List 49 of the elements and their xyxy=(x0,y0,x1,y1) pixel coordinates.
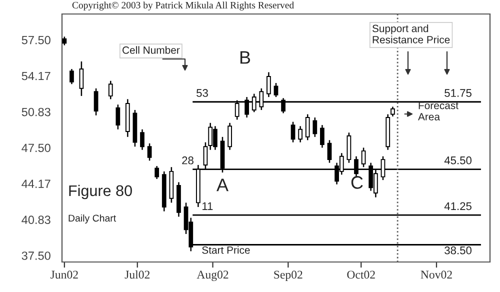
y-tick-label: 54.17 xyxy=(22,72,50,80)
candlestick xyxy=(290,121,296,143)
annotation: 38.50 xyxy=(444,246,472,254)
annotation: Daily Chart xyxy=(68,214,116,224)
x-tick-label: Sep02 xyxy=(274,270,302,282)
y-tick-label: 37.50 xyxy=(22,252,50,260)
annotation: 45.50 xyxy=(444,156,472,164)
candlestick xyxy=(116,104,120,130)
x-tick-label: Jul02 xyxy=(124,270,150,279)
y-tick-label: 50.83 xyxy=(22,108,50,116)
y-tick-label: 44.17 xyxy=(22,180,50,188)
candlestick xyxy=(327,140,332,164)
annotation: Forecast Area xyxy=(418,102,458,120)
candlestick xyxy=(94,88,98,116)
candlestick xyxy=(298,126,303,143)
annotation: A xyxy=(216,178,228,192)
annotation: 28 xyxy=(182,156,194,164)
annotation: Start Price xyxy=(202,246,250,254)
annotation: 53 xyxy=(196,89,208,97)
annotation: Figure 80 xyxy=(69,184,132,200)
candlestick xyxy=(346,132,352,164)
candlestick xyxy=(274,82,278,98)
x-tick-label: Aug02 xyxy=(196,270,228,282)
annotation: 51.75 xyxy=(444,89,472,97)
y-tick-label: 40.83 xyxy=(22,216,50,224)
y-tick-label: 47.50 xyxy=(22,144,50,152)
candlestick xyxy=(79,60,84,97)
candlestick xyxy=(228,122,232,150)
candlestick xyxy=(266,72,271,98)
annotation: B xyxy=(240,51,250,64)
candlestick xyxy=(108,80,113,100)
y-tick-label: 57.50 xyxy=(22,36,50,44)
text: Copyright© 2003 by Patrick Mikula All Rights Reserved xyxy=(72,2,294,10)
candlestick xyxy=(312,116,318,138)
annotation: Support and Resistance Price xyxy=(372,24,450,44)
x-tick-label: Jun02 xyxy=(50,270,78,279)
x-tick-label: Oct02 xyxy=(347,270,375,279)
annotation: 41.25 xyxy=(444,202,472,210)
annotation: 11 xyxy=(202,202,213,210)
candlestick xyxy=(140,128,144,150)
candlestick xyxy=(320,124,324,148)
candlestick xyxy=(147,142,152,162)
candlestick xyxy=(70,68,74,85)
candlestick xyxy=(390,106,395,118)
candlestick xyxy=(305,114,310,141)
annotation: Cell Number xyxy=(122,46,180,54)
candlestick xyxy=(154,165,160,180)
annotation: C xyxy=(351,176,363,189)
x-tick-label: Nov02 xyxy=(420,270,452,279)
